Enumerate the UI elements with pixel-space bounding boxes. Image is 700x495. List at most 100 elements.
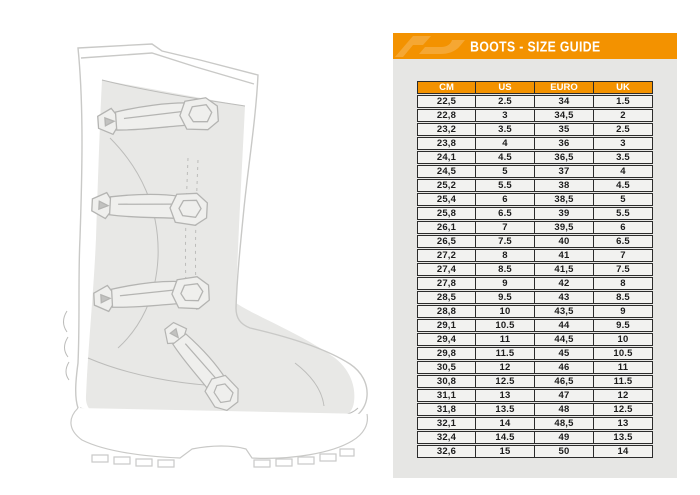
size-cell: 6.5: [476, 207, 535, 220]
size-cell: 34,5: [535, 109, 594, 122]
size-cell: 11: [594, 361, 653, 374]
size-cell: 3: [476, 109, 535, 122]
size-cell: 31,8: [417, 403, 476, 416]
boot-shading: [85, 80, 355, 432]
size-row: 23,8 4 36 3: [417, 137, 653, 150]
size-row: 22,8 3 34,5 2: [417, 109, 653, 122]
size-cell: 44,5: [535, 333, 594, 346]
size-table-body: 22,5 2.5 34 1.5 22,8 3 34,5 2 23,2 3.5 35 2.5 23,8 4 3…: [417, 95, 653, 458]
banner: BOOTS - SIZE GUIDE: [393, 33, 677, 59]
size-cell: 49: [535, 431, 594, 444]
size-row: 23,2 3.5 35 2.5: [417, 123, 653, 136]
size-cell: 36: [535, 137, 594, 150]
size-row: 27,2 8 41 7: [417, 249, 653, 262]
size-cell: 46,5: [535, 375, 594, 388]
acerbis-logo-icon: [395, 36, 465, 57]
size-cell: 5.5: [594, 207, 653, 220]
size-cell: 8: [476, 249, 535, 262]
size-cell: 46: [535, 361, 594, 374]
size-cell: 27,4: [417, 263, 476, 276]
size-row: 28,8 10 43,5 9: [417, 305, 653, 318]
size-cell: 27,2: [417, 249, 476, 262]
size-row: 29,1 10.5 44 9.5: [417, 319, 653, 332]
panel-title: BOOTS - SIZE GUIDE: [469, 37, 601, 55]
size-row: 25,4 6 38,5 5: [417, 193, 653, 206]
column-header-euro: EURO: [535, 81, 594, 94]
size-cell: 47: [535, 389, 594, 402]
size-cell: 50: [535, 445, 594, 458]
size-row: 25,2 5.5 38 4.5: [417, 179, 653, 192]
size-row: 25,8 6.5 39 5.5: [417, 207, 653, 220]
size-cell: 30,5: [417, 361, 476, 374]
size-cell: 43,5: [535, 305, 594, 318]
size-cell: 12: [594, 389, 653, 402]
buckle-lower: [93, 276, 210, 313]
size-cell: 25,8: [417, 207, 476, 220]
size-cell: 37: [535, 165, 594, 178]
size-row: 27,4 8.5 41,5 7.5: [417, 263, 653, 276]
size-cell: 45: [535, 347, 594, 360]
size-cell: 28,8: [417, 305, 476, 318]
column-header-us: US: [476, 81, 535, 94]
size-cell: 26,5: [417, 235, 476, 248]
size-cell: 12: [476, 361, 535, 374]
size-cell: 25,2: [417, 179, 476, 192]
boot-collar-line: [80, 52, 255, 85]
size-cell: 15: [476, 445, 535, 458]
size-cell: 48,5: [535, 417, 594, 430]
boot-toe-cap-line: [294, 362, 325, 407]
size-cell: 31,1: [417, 389, 476, 402]
buckle-instep: [164, 321, 239, 412]
size-cell: 10.5: [476, 319, 535, 332]
size-cell: 22,8: [417, 109, 476, 122]
size-cell: 25,4: [417, 193, 476, 206]
size-cell: 3: [594, 137, 653, 150]
size-row: 26,1 7 39,5 6: [417, 221, 653, 234]
size-cell: 39: [535, 207, 594, 220]
column-header-uk: UK: [594, 81, 653, 94]
size-cell: 10: [594, 333, 653, 346]
size-cell: 30,8: [417, 375, 476, 388]
size-row: 30,8 12.5 46,5 11.5: [417, 375, 653, 388]
size-row: 24,5 5 37 4: [417, 165, 653, 178]
size-cell: 44: [535, 319, 594, 332]
size-cell: 14: [594, 445, 653, 458]
size-row: 30,5 12 46 11: [417, 361, 653, 374]
size-cell: 12.5: [476, 375, 535, 388]
size-cell: 10: [476, 305, 535, 318]
size-cell: 6.5: [594, 235, 653, 248]
size-row: 32,1 14 48,5 13: [417, 417, 653, 430]
size-cell: 13.5: [476, 403, 535, 416]
size-cell: 22,5: [417, 95, 476, 108]
size-cell: 24,1: [417, 151, 476, 164]
boot-shading-top-line: [101, 79, 246, 107]
size-cell: 2.5: [594, 123, 653, 136]
size-cell: 23,8: [417, 137, 476, 150]
size-cell: 7.5: [594, 263, 653, 276]
size-cell: 4.5: [594, 179, 653, 192]
size-cell: 39,5: [535, 221, 594, 234]
size-row: 26,5 7.5 40 6.5: [417, 235, 653, 248]
column-header-cm: CM: [417, 81, 476, 94]
size-row: 24,1 4.5 36,5 3.5: [417, 151, 653, 164]
size-cell: 3.5: [594, 151, 653, 164]
size-row: 31,8 13.5 48 12.5: [417, 403, 653, 416]
size-cell: 27,8: [417, 277, 476, 290]
size-cell: 41: [535, 249, 594, 262]
size-cell: 8.5: [594, 291, 653, 304]
size-cell: 32,4: [417, 431, 476, 444]
size-cell: 11: [476, 333, 535, 346]
size-cell: 11.5: [594, 375, 653, 388]
boot-sole-lugs: [91, 448, 355, 468]
boot-drawing-svg: [63, 43, 369, 468]
size-cell: 7.5: [476, 235, 535, 248]
size-cell: 23,2: [417, 123, 476, 136]
size-cell: 13.5: [594, 431, 653, 444]
size-cell: 48: [535, 403, 594, 416]
size-cell: 35: [535, 123, 594, 136]
size-table-header-row: CM US EURO UK: [417, 81, 653, 94]
size-cell: 36,5: [535, 151, 594, 164]
size-row: 31,1 13 47 12: [417, 389, 653, 402]
size-cell: 2: [594, 109, 653, 122]
size-cell: 7: [594, 249, 653, 262]
